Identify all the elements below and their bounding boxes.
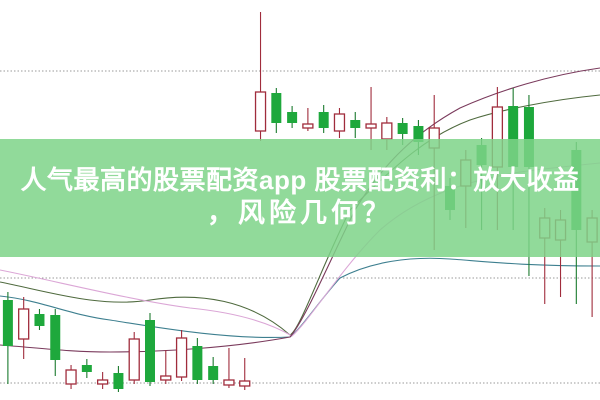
svg-text:人气最高的股票配资app 股票配资利：放大收益: 人气最高的股票配资app 股票配资利：放大收益 [21, 165, 580, 195]
svg-text:，风险几何？: ，风险几何？ [207, 197, 393, 228]
